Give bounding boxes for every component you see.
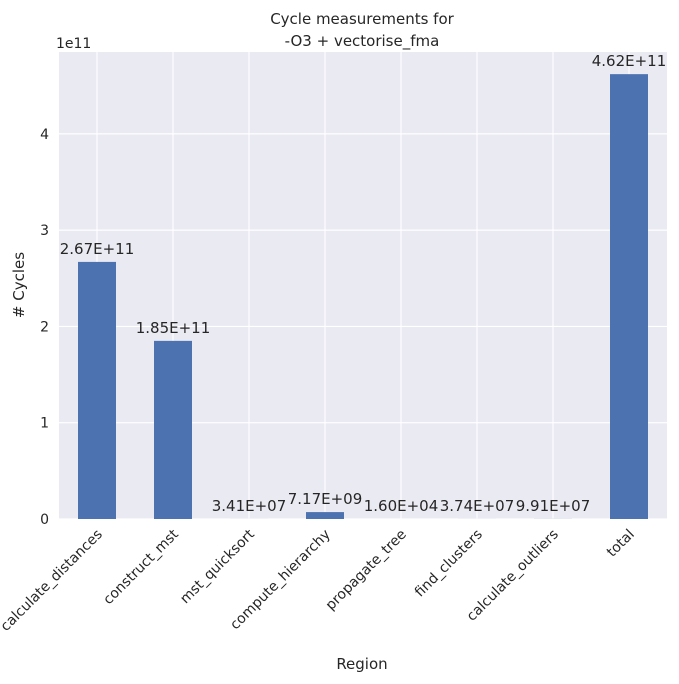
bar-total: [610, 74, 648, 519]
x-tick-label-total: total: [604, 527, 638, 561]
data-label-calculate_outliers: 9.91E+07: [516, 497, 591, 515]
data-label-mst_quicksort: 3.41E+07: [212, 497, 287, 515]
y-tick-label: 1: [40, 416, 49, 432]
bars: [78, 74, 648, 519]
data-label-total: 4.62E+11: [592, 52, 667, 70]
chart-title-line1: Cycle measurements for: [270, 10, 454, 28]
plot-area: [59, 52, 667, 519]
x-tick-label-mst_quicksort: mst_quicksort: [177, 526, 258, 607]
y-tick-labels: 0 1 2 3 4: [40, 127, 49, 528]
x-grid: [96, 52, 630, 519]
bar-calculate_distances: [78, 261, 116, 519]
data-labels: 2.67E+11 1.85E+11 3.41E+07 7.17E+09 1.60E+04…: [60, 52, 667, 515]
y-tick-label: 4: [40, 127, 49, 143]
x-tick-labels: calculate_distancesconstruct_mstmst_quic…: [0, 526, 638, 635]
bar-construct_mst: [154, 340, 192, 519]
x-tick-label-find_clusters: find_clusters: [412, 527, 486, 601]
data-label-construct_mst: 1.85E+11: [136, 319, 211, 337]
y-tick-label: 2: [40, 319, 49, 335]
y-tick-label: 3: [40, 223, 49, 239]
data-label-propagate_tree: 1.60E+04: [364, 497, 439, 515]
data-label-find_clusters: 3.74E+07: [440, 497, 515, 515]
y-offset-label: 1e11: [56, 36, 91, 52]
x-tick-label-propagate_tree: propagate_tree: [323, 527, 410, 614]
bar-compute_hierarchy: [306, 512, 344, 519]
y-tick-label: 0: [40, 512, 49, 528]
y-axis-label: # Cycles: [10, 252, 28, 318]
x-axis-label: Region: [336, 655, 387, 673]
data-label-compute_hierarchy: 7.17E+09: [288, 490, 363, 508]
x-tick-label-calculate_distances: calculate_distances: [0, 527, 106, 635]
data-label-calculate_distances: 2.67E+11: [60, 240, 135, 258]
x-tick-label-construct_mst: construct_mst: [100, 526, 182, 608]
chart-title-line2: -O3 + vectorise_fma: [285, 32, 440, 51]
